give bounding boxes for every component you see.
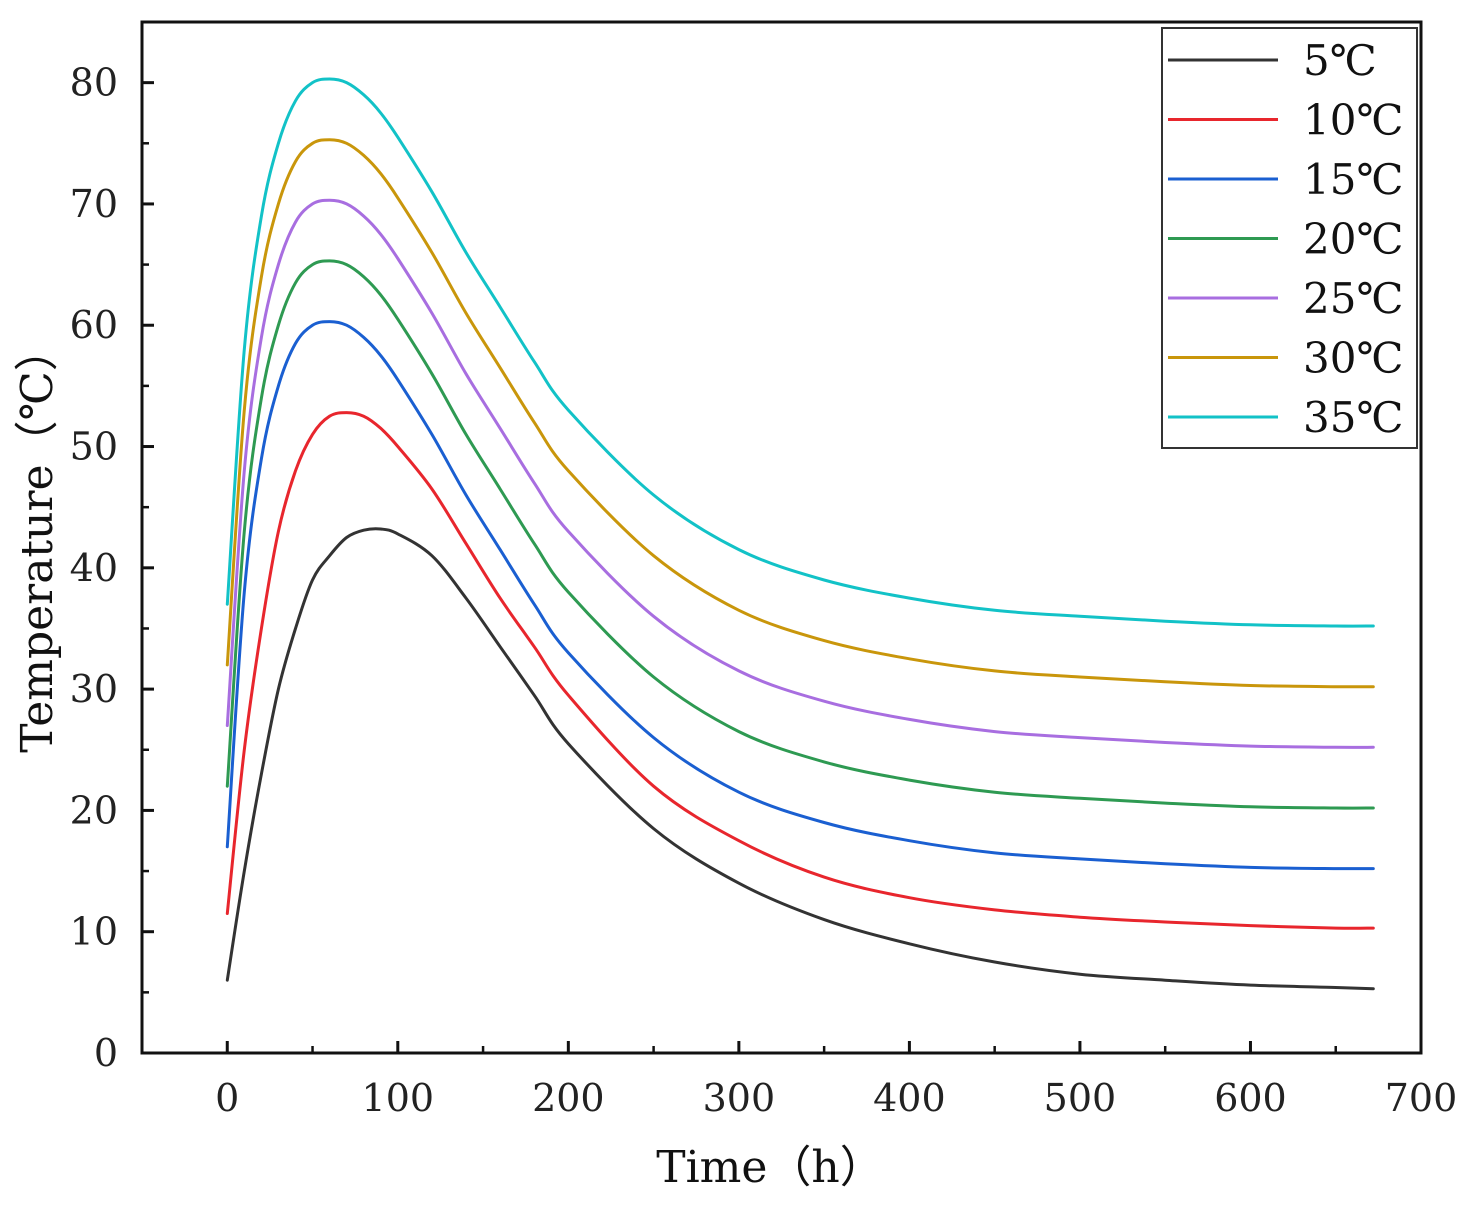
x-tick-label: 700 bbox=[1385, 1076, 1458, 1120]
series-line-3 bbox=[225, 259, 1375, 810]
series-line-5 bbox=[225, 138, 1375, 689]
x-tick-label: 600 bbox=[1214, 1076, 1287, 1120]
series-line-6 bbox=[225, 77, 1375, 628]
y-tick-label: 20 bbox=[70, 788, 118, 832]
y-tick-label: 40 bbox=[70, 546, 118, 590]
y-tick-label: 30 bbox=[70, 667, 118, 711]
legend-label-2: 15℃ bbox=[1303, 155, 1403, 204]
y-tick-label: 0 bbox=[94, 1031, 118, 1075]
x-tick-label: 300 bbox=[703, 1076, 776, 1120]
y-tick-label: 80 bbox=[70, 61, 118, 105]
series-line-1 bbox=[225, 411, 1375, 930]
y-tick-label: 70 bbox=[70, 182, 118, 226]
y-tick-label: 10 bbox=[70, 910, 118, 954]
y-tick-label: 60 bbox=[70, 303, 118, 347]
x-tick-label: 400 bbox=[873, 1076, 946, 1120]
legend-label-5: 30℃ bbox=[1303, 334, 1403, 383]
legend-label-4: 25℃ bbox=[1303, 274, 1403, 323]
x-axis-title: Time（h） bbox=[656, 1142, 884, 1193]
x-tick-label: 0 bbox=[215, 1076, 239, 1120]
legend-label-6: 35℃ bbox=[1303, 393, 1403, 442]
x-tick-label: 500 bbox=[1044, 1076, 1117, 1120]
series-line-0 bbox=[225, 527, 1375, 991]
legend-label-0: 5℃ bbox=[1303, 36, 1377, 85]
y-axis-title: Temperature（℃） bbox=[12, 327, 63, 752]
legend-items: 5℃ 10℃ 15℃ 20℃ 25℃ 30℃ 35℃ bbox=[1168, 36, 1403, 442]
series-line-4 bbox=[225, 198, 1375, 749]
legend-label-1: 10℃ bbox=[1303, 96, 1403, 145]
legend: 5℃ 10℃ 15℃ 20℃ 25℃ 30℃ 35℃ bbox=[1161, 27, 1418, 449]
series-line-2 bbox=[225, 320, 1375, 871]
plot-frame bbox=[140, 20, 1423, 1055]
y-tick-label: 50 bbox=[70, 425, 118, 469]
x-tick-label: 200 bbox=[532, 1076, 605, 1120]
legend-label-3: 20℃ bbox=[1303, 215, 1403, 264]
y-axis-ticks: 0 10 20 30 40 50 60 70 80 bbox=[70, 20, 154, 1075]
x-axis-ticks: 0 100 200 300 400 500 600 700 bbox=[140, 1041, 1458, 1120]
plot-series-group bbox=[225, 77, 1375, 991]
x-tick-label: 100 bbox=[362, 1076, 435, 1120]
